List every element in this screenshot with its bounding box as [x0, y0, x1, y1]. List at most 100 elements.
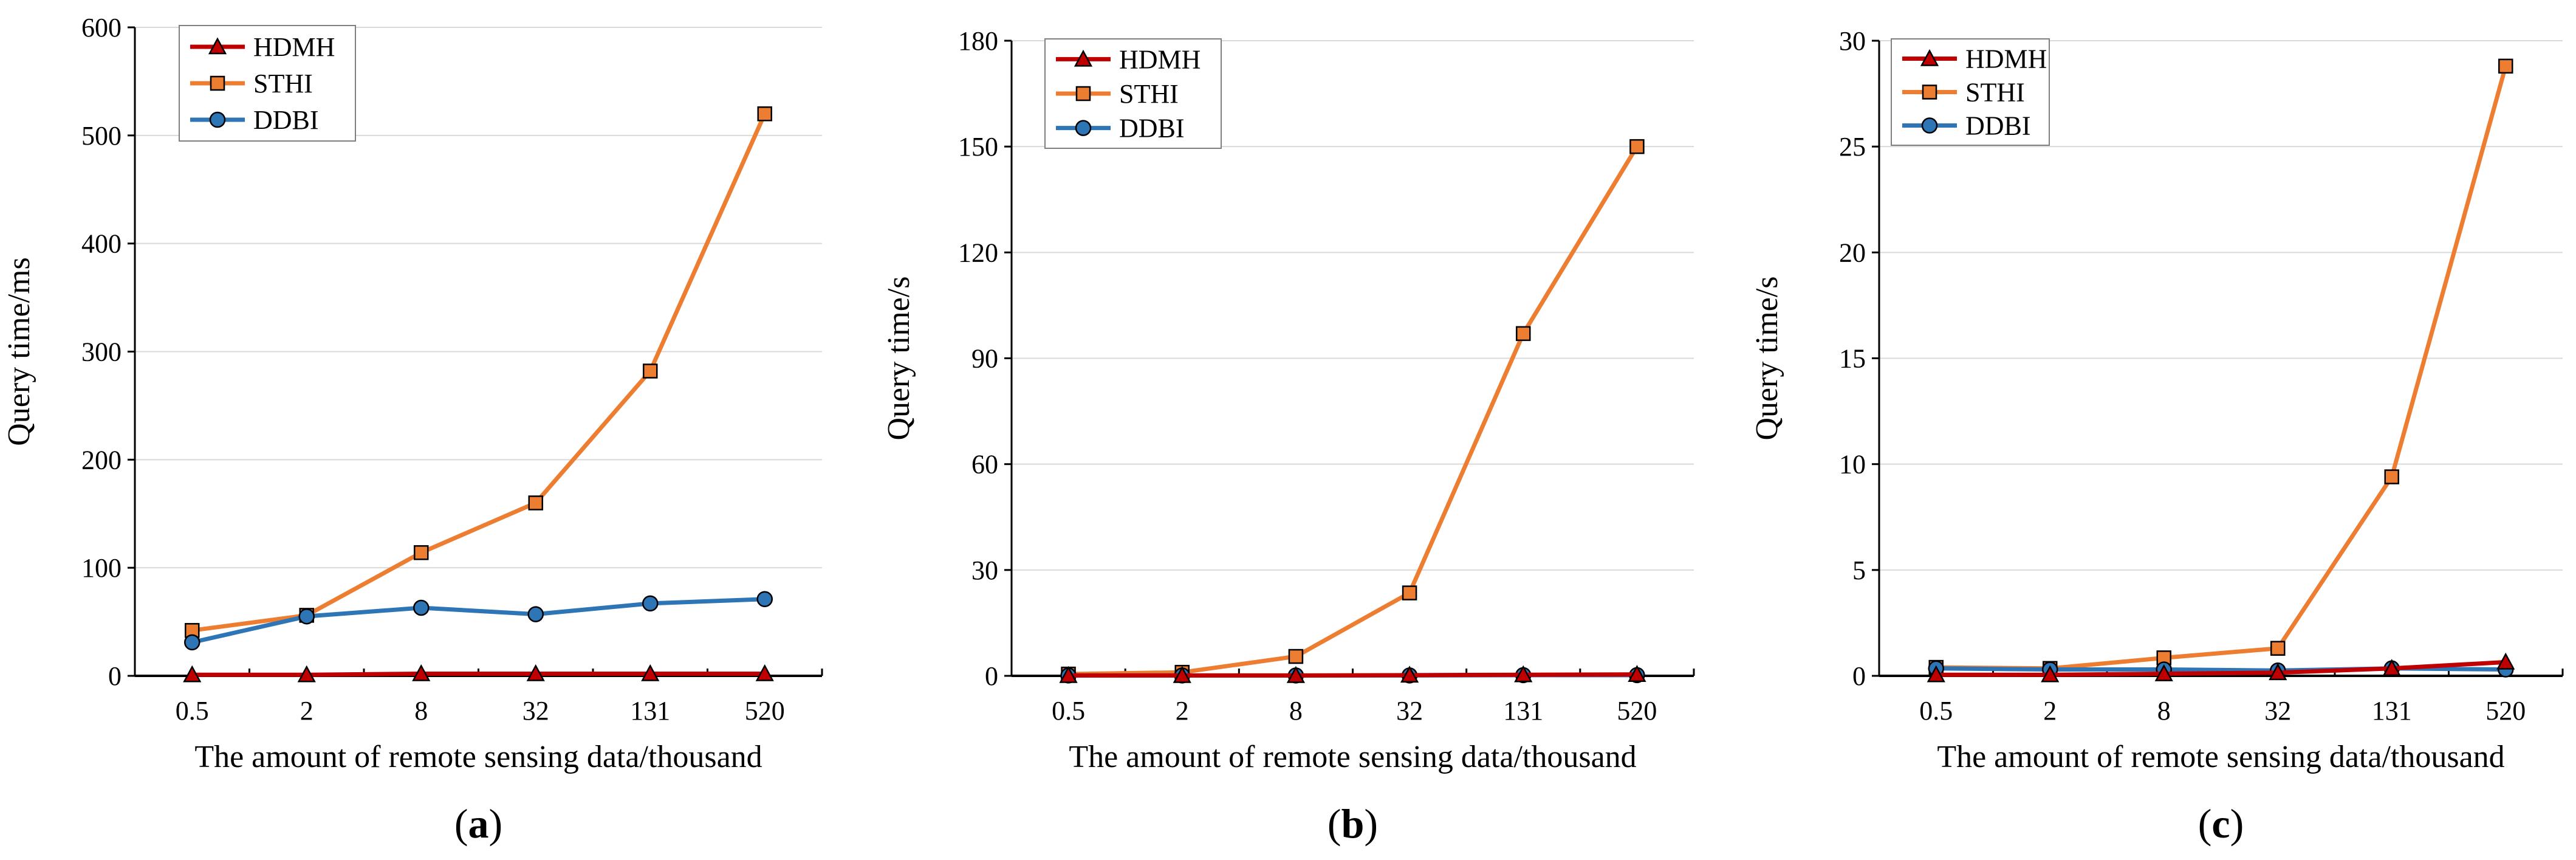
sthi-point — [1288, 648, 1304, 664]
x-tick-label: 131 — [2372, 696, 2412, 726]
panel-label: (b) — [1327, 800, 1378, 847]
y-tick-label: 0 — [108, 661, 122, 691]
panel-a: 0 100 200 300 400 500 600 0.5 2 8 32 131 520 Query ti… — [2, 13, 823, 847]
y-tick-label: 300 — [81, 337, 122, 367]
legend-sthi-marker — [1075, 86, 1091, 101]
y-tick-label: 600 — [81, 13, 122, 43]
y-tick-label: 15 — [1839, 344, 1866, 374]
hdmh-point — [2154, 664, 2173, 681]
y-axis-title: Query time/s — [882, 276, 916, 440]
x-axis-title: The amount of remote sensing data/thousa… — [1937, 740, 2504, 774]
y-tick-label: 120 — [958, 238, 998, 267]
y-axis-title: Query time/s — [1750, 276, 1784, 440]
panel-b: 0 30 60 90 120 150 180 0.5 2 8 32 131 520 Query time/… — [882, 26, 1695, 847]
x-tick-label: 520 — [745, 696, 785, 726]
legend-hdmh-label: HDMH — [1119, 44, 1201, 74]
panel-c: 0 5 10 15 20 25 30 0.5 2 8 32 131 520 Query time/s The… — [1750, 26, 2564, 847]
x-tick-label: 8 — [1289, 696, 1303, 726]
x-tick-label: 520 — [1617, 696, 1657, 726]
legend-hdmh-label: HDMH — [253, 32, 335, 62]
panel-label: (a) — [454, 800, 502, 847]
sthi-point — [2498, 58, 2513, 74]
ddbi-point — [413, 599, 430, 616]
hdmh-point — [2382, 659, 2401, 676]
series-hdmh — [183, 664, 774, 683]
ddbi-point — [756, 591, 773, 607]
panel-label: (c) — [2198, 800, 2244, 847]
x-tick-label: 131 — [1503, 696, 1543, 726]
y-tick-label: 0 — [985, 661, 998, 691]
x-tick-label: 8 — [414, 696, 428, 726]
ddbi-line — [191, 597, 765, 645]
x-tick-label: 8 — [2157, 696, 2171, 726]
y-tick-label: 150 — [958, 132, 998, 162]
sthi-point — [528, 495, 543, 511]
x-tick-label: 2 — [2043, 696, 2057, 726]
sthi-point — [1402, 585, 1417, 600]
y-tick-label: 180 — [958, 26, 998, 56]
series-sthi — [185, 106, 772, 638]
x-tick-label: 131 — [630, 696, 670, 726]
x-tick-label: 2 — [300, 696, 313, 726]
ddbi-point — [642, 595, 659, 612]
y-axis-title: Query time/ms — [2, 257, 36, 446]
hdmh-point — [412, 664, 431, 681]
y-tick-label: 30 — [1839, 26, 1866, 56]
hdmh-point — [2269, 663, 2287, 681]
legend-sthi-label: STHI — [1965, 78, 2025, 108]
hdmh-point — [526, 664, 545, 681]
sthi-line — [1068, 145, 1639, 676]
x-tick-label: 32 — [522, 696, 549, 726]
y-tick-label: 90 — [971, 344, 998, 374]
y-tick-label: 500 — [81, 121, 122, 151]
legend-ddbi-marker — [1921, 117, 1938, 134]
legend-sthi-marker — [1922, 84, 1937, 100]
x-axis-title: The amount of remote sensing data/thousa… — [1069, 740, 1636, 774]
hdmh-point — [1628, 665, 1646, 682]
x-tick-label: 32 — [1396, 696, 1423, 726]
legend-hdmh-marker — [208, 37, 227, 55]
sthi-point — [1516, 326, 1531, 342]
sthi-point — [2384, 469, 2399, 484]
sthi-line — [191, 112, 767, 633]
sthi-point — [757, 106, 772, 122]
legend-ddbi-marker — [1075, 120, 1092, 136]
series-hdmh — [1927, 652, 2515, 683]
y-tick-label: 10 — [1839, 450, 1866, 480]
sthi-point — [643, 363, 658, 379]
hdmh-point — [2496, 652, 2515, 670]
x-tick-label: 520 — [2485, 696, 2526, 726]
hdmh-point — [297, 665, 316, 683]
legend-ddbi-label: DDBI — [1119, 114, 1185, 143]
sthi-point — [2270, 641, 2286, 656]
hdmh-point — [2041, 665, 2060, 683]
legend-sthi-marker — [210, 75, 225, 91]
y-tick-label: 25 — [1839, 132, 1866, 162]
series-ddbi — [184, 591, 773, 651]
hdmh-line — [192, 671, 765, 677]
legend-hdmh-marker — [1920, 49, 1939, 66]
x-tick-label: 0.5 — [1052, 696, 1085, 726]
hdmh-point — [1059, 666, 1078, 683]
y-tick-label: 100 — [81, 553, 122, 583]
x-tick-label: 32 — [2264, 696, 2291, 726]
x-tick-label: 2 — [1176, 696, 1189, 726]
hdmh-point — [183, 665, 202, 683]
hdmh-point — [1286, 666, 1306, 683]
sthi-line — [1936, 65, 2508, 671]
ddbi-point — [184, 634, 200, 651]
legend-ddbi-marker — [209, 111, 226, 128]
y-tick-label: 0 — [1852, 661, 1866, 691]
legend-ddbi-label: DDBI — [253, 105, 319, 135]
y-tick-label: 5 — [1852, 556, 1866, 585]
legend-hdmh-label: HDMH — [1965, 44, 2047, 74]
hdmh-point — [1173, 666, 1191, 683]
x-axis-title: The amount of remote sensing data/thousa… — [194, 740, 762, 774]
y-tick-label: 20 — [1839, 238, 1866, 267]
y-tick-label: 400 — [81, 229, 122, 259]
hdmh-point — [1514, 665, 1533, 683]
